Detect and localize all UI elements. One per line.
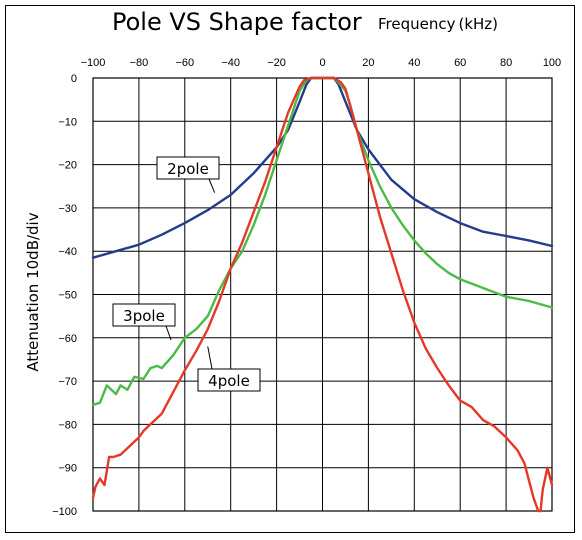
y-tick-label: −50 xyxy=(58,290,77,302)
y-tick-label: 0 xyxy=(71,73,77,85)
annotation-box xyxy=(197,368,261,392)
series-line-1 xyxy=(91,76,554,407)
series-lines xyxy=(91,76,554,513)
chart-title: Pole VS Shape factor xyxy=(112,8,362,36)
series-line-2 xyxy=(91,76,554,513)
annotation-1: 3pole xyxy=(112,303,176,341)
grid xyxy=(92,77,553,512)
x-tick-label: 100 xyxy=(543,57,561,69)
x-tick-label: −80 xyxy=(130,57,149,69)
x-tick-label: −40 xyxy=(221,57,240,69)
y-tick-label: −100 xyxy=(52,506,77,518)
x-tick-label: 80 xyxy=(500,57,512,69)
y-tick-label: −80 xyxy=(58,419,77,431)
annotations: 2pole 3pole 4pole xyxy=(112,156,261,392)
tick-labels: −100 −80 −60 −40 −20 0 20 40 60 80 100 0 −10 −20 −30 −4… xyxy=(52,57,561,518)
annotation-0: 2pole xyxy=(156,156,220,193)
annotation-leader xyxy=(207,346,213,370)
y-tick-label: −30 xyxy=(58,203,77,215)
x-tick-label: 20 xyxy=(362,57,374,69)
y-tick-label: −20 xyxy=(58,160,77,172)
annotation-label: 2pole xyxy=(167,160,209,178)
annotation-box xyxy=(156,156,220,180)
annotation-leader xyxy=(208,178,216,193)
x-tick-label: −100 xyxy=(81,57,106,69)
annotation-leader xyxy=(165,325,172,341)
x-tick-label: 0 xyxy=(319,57,325,69)
x-tick-label: 40 xyxy=(408,57,420,69)
annotation-box xyxy=(112,303,176,327)
x-tick-label: −60 xyxy=(175,57,194,69)
annotation-label: 3pole xyxy=(123,307,165,325)
x-tick-label: −20 xyxy=(267,57,286,69)
y-tick-label: −60 xyxy=(58,333,77,345)
chart-frame xyxy=(5,5,575,533)
y-tick-label: −10 xyxy=(58,116,77,128)
annotation-2: 4pole xyxy=(197,346,261,392)
x-tick-label: 60 xyxy=(454,57,466,69)
annotation-label: 4pole xyxy=(208,372,250,390)
y-tick-label: −90 xyxy=(58,463,77,475)
x-axis-label: Frequency (kHz) xyxy=(378,15,499,33)
y-tick-label: −40 xyxy=(58,246,77,258)
y-tick-label: −70 xyxy=(58,376,77,388)
